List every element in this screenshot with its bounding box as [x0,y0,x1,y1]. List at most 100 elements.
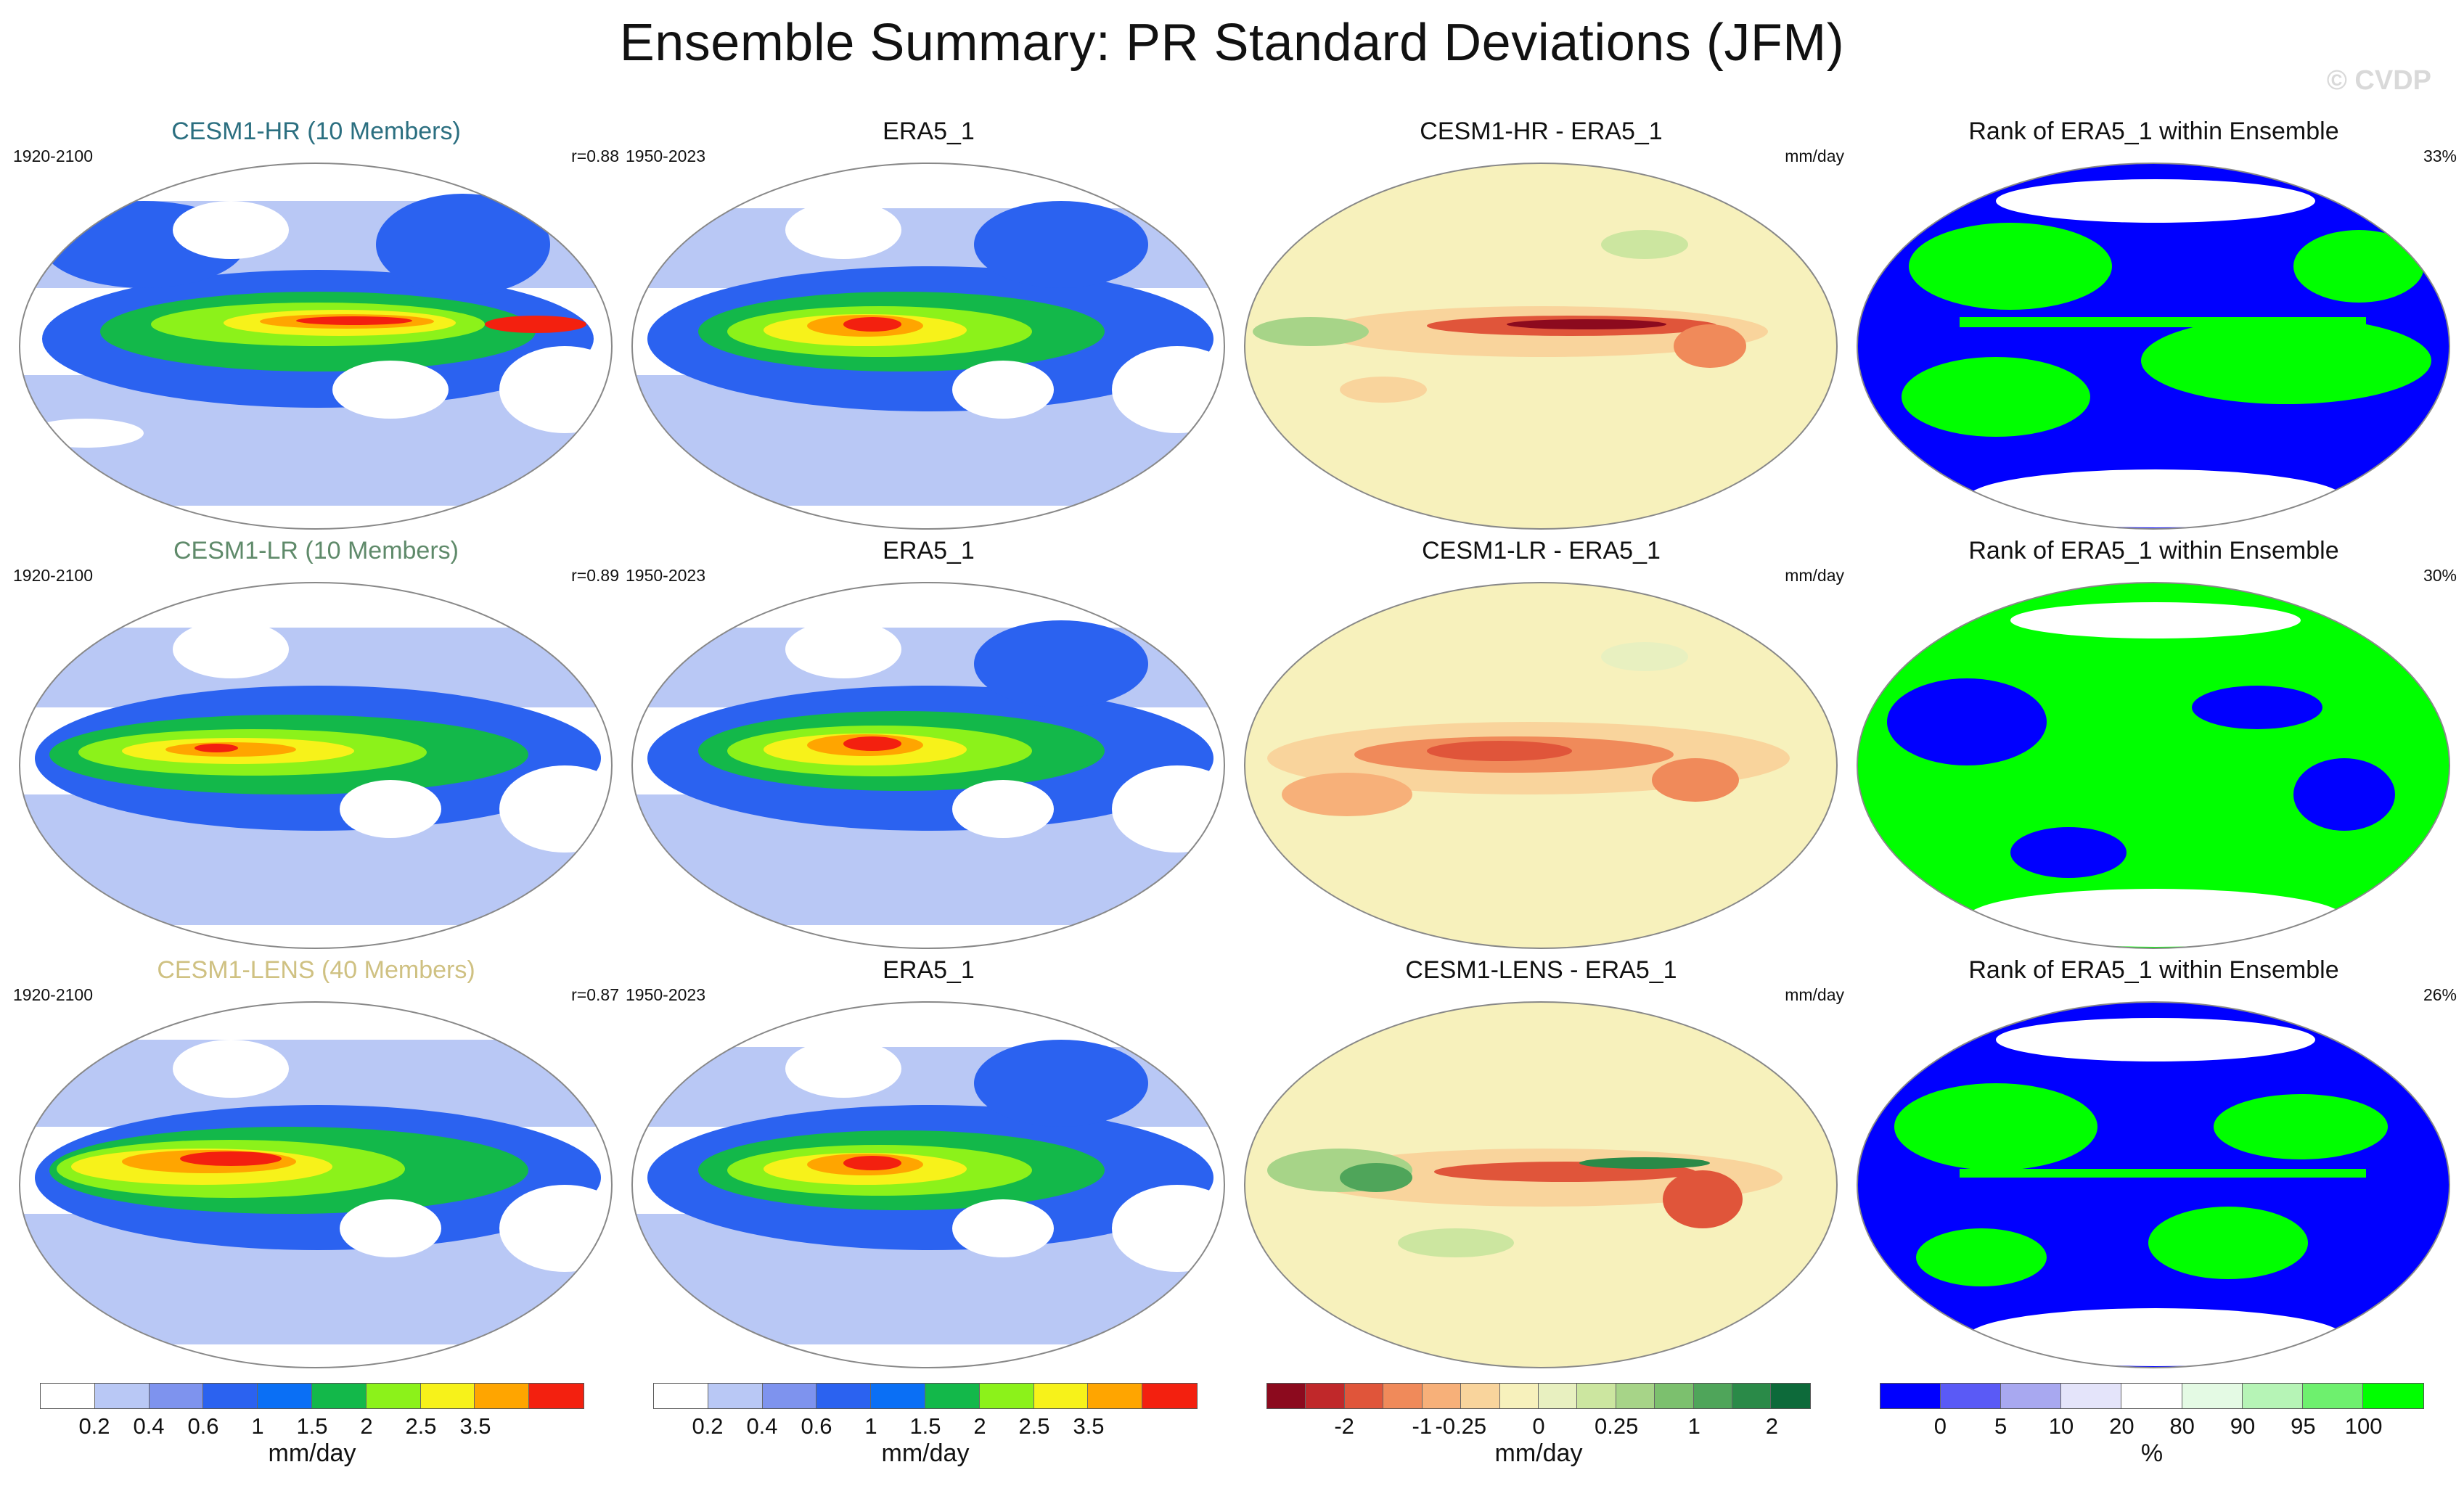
colorbar-tick-label: 0.6 [801,1413,832,1439]
panel-title: ERA5_1 [883,537,975,564]
panel-percent: 33% [2423,147,2457,165]
colorbar-tick-label: 0.4 [746,1413,778,1439]
colorbar-tick-label: 2.5 [405,1413,437,1439]
panel-model-row1: CESM1-HR (10 Members) 1920-2100 r=0.88 [13,118,619,538]
colorbar-tick-label: 80 [2169,1413,2195,1439]
map-diff-row2 [1244,582,1838,949]
colorbar-swatch [1142,1384,1197,1408]
panel-period: 1920-2100 [13,147,93,165]
colorbar-swatch [1616,1384,1655,1408]
colorbar-tick-label: 0.4 [133,1413,165,1439]
colorbar-tick-label: 1.5 [909,1413,941,1439]
colorbar-diff: -2 -1 -0.25 0 0.25 1 2 mm/day [1266,1383,1818,1470]
colorbar-tick-label: 2.5 [1018,1413,1050,1439]
panel-title: CESM1-LENS - ERA5_1 [1405,956,1677,984]
panel-unit: mm/day [1785,147,1844,165]
panel-percent: 26% [2423,985,2457,1004]
colorbar-swatch [1306,1384,1345,1408]
colorbar-tick-label: 0 [1933,1413,1947,1439]
panel-period: 1950-2023 [626,147,705,165]
panel-correlation: r=0.88 [571,147,619,165]
colorbar-swatch [2001,1384,2062,1408]
colorbar-swatch [1771,1384,1810,1408]
colorbar-swatches [1880,1383,2424,1409]
colorbar-unit-label: mm/day [1494,1439,1583,1467]
cvdp-watermark: © CVDP [2326,65,2431,96]
panel-title: ERA5_1 [883,118,975,145]
panel-unit: mm/day [1785,985,1844,1004]
colorbar-swatch [41,1384,95,1408]
map-model-row3 [19,1001,613,1368]
colorbar-swatch [871,1384,925,1408]
panel-title: ERA5_1 [883,956,975,984]
colorbar-swatch [2121,1384,2182,1408]
colorbar-tick-label: 1 [1687,1413,1700,1439]
colorbar-swatch [475,1384,530,1408]
panel-unit: mm/day [1785,566,1844,585]
colorbar-tick-label: 100 [2344,1413,2383,1439]
map-rank-row1 [1857,163,2450,530]
map-rank-row2 [1857,582,2450,949]
panel-diff-row1: CESM1-HR - ERA5_1 mm/day [1238,118,1844,538]
colorbar-swatch [311,1384,367,1408]
colorbar-tick-label: 2 [973,1413,986,1439]
colorbar-unit-label: mm/day [881,1439,970,1467]
colorbar-swatch [2362,1384,2423,1408]
colorbar-tick-label: 10 [2048,1413,2074,1439]
colorbar-tick-label: -0.25 [1435,1413,1487,1439]
panel-period: 1920-2100 [13,566,93,585]
panel-obs-row2: ERA5_1 1950-2023 [626,537,1232,958]
map-rank-row3 [1857,1001,2450,1368]
colorbar-swatch [762,1384,817,1408]
panel-title: CESM1-HR - ERA5_1 [1420,118,1663,145]
colorbar-tick-label: 1 [864,1413,877,1439]
panel-obs-row3: ERA5_1 1950-2023 [626,956,1232,1377]
panel-obs-row1: ERA5_1 1950-2023 [626,118,1232,538]
colorbar-tick-label: 1.5 [296,1413,328,1439]
colorbar-swatch [366,1384,421,1408]
colorbar-rank: 0 5 10 20 80 90 95 100% [1880,1383,2431,1470]
colorbar-swatch [1383,1384,1423,1408]
panel-diff-row2: CESM1-LR - ERA5_1 mm/day [1238,537,1844,958]
colorbar-tick-label: 2 [360,1413,373,1439]
panel-model-row3: CESM1-LENS (40 Members) 1920-2100 r=0.87 [13,956,619,1377]
colorbar-tick-label: 0.6 [187,1413,219,1439]
colorbar-tick-label: 0 [1532,1413,1545,1439]
colorbar-swatch [1941,1384,2002,1408]
colorbar-swatch [1499,1384,1539,1408]
colorbar-swatch [925,1384,980,1408]
colorbar-swatches [1266,1383,1811,1409]
colorbar-swatches [40,1383,584,1409]
panel-title: Rank of ERA5_1 within Ensemble [1968,537,2339,564]
colorbar-swatches [653,1383,1198,1409]
colorbar-swatch [1577,1384,1616,1408]
colorbar-unit-label: % [2140,1439,2164,1467]
colorbar-swatch [816,1384,872,1408]
colorbar-unit-label: mm/day [268,1439,356,1467]
colorbar-swatch [2302,1384,2363,1408]
colorbar-tick-label: 20 [2109,1413,2134,1439]
colorbar-tick-label: -2 [1334,1413,1354,1439]
colorbar-swatch [149,1384,204,1408]
colorbar-tick-label: 1 [251,1413,264,1439]
map-model-row2 [19,582,613,949]
map-obs-row3 [631,1001,1225,1368]
colorbar-swatch [420,1384,475,1408]
colorbar-swatch [654,1384,708,1408]
map-obs-row1 [631,163,1225,530]
colorbar-obs: 0.2 0.4 0.6 1 1.5 2 2.5 3.5 mm/day [653,1383,1205,1470]
colorbar-model: 0.2 0.4 0.6 1 1.5 2 2.5 3.5 mm/day [40,1383,592,1470]
colorbar-swatch [2061,1384,2122,1408]
colorbar-tick-label: 5 [1994,1413,2007,1439]
panel-period: 1950-2023 [626,566,705,585]
figure-title: Ensemble Summary: PR Standard Deviations… [619,14,1845,72]
colorbar-swatch [203,1384,258,1408]
colorbar-swatch [708,1384,763,1408]
map-obs-row2 [631,582,1225,949]
colorbar-swatch [94,1384,150,1408]
panel-model-row2: CESM1-LR (10 Members) 1920-2100 r=0.89 [13,537,619,958]
panel-period: 1950-2023 [626,985,705,1004]
colorbar-tick-label: 0.2 [692,1413,724,1439]
colorbar-swatch [1538,1384,1578,1408]
colorbar-swatch [1034,1384,1089,1408]
